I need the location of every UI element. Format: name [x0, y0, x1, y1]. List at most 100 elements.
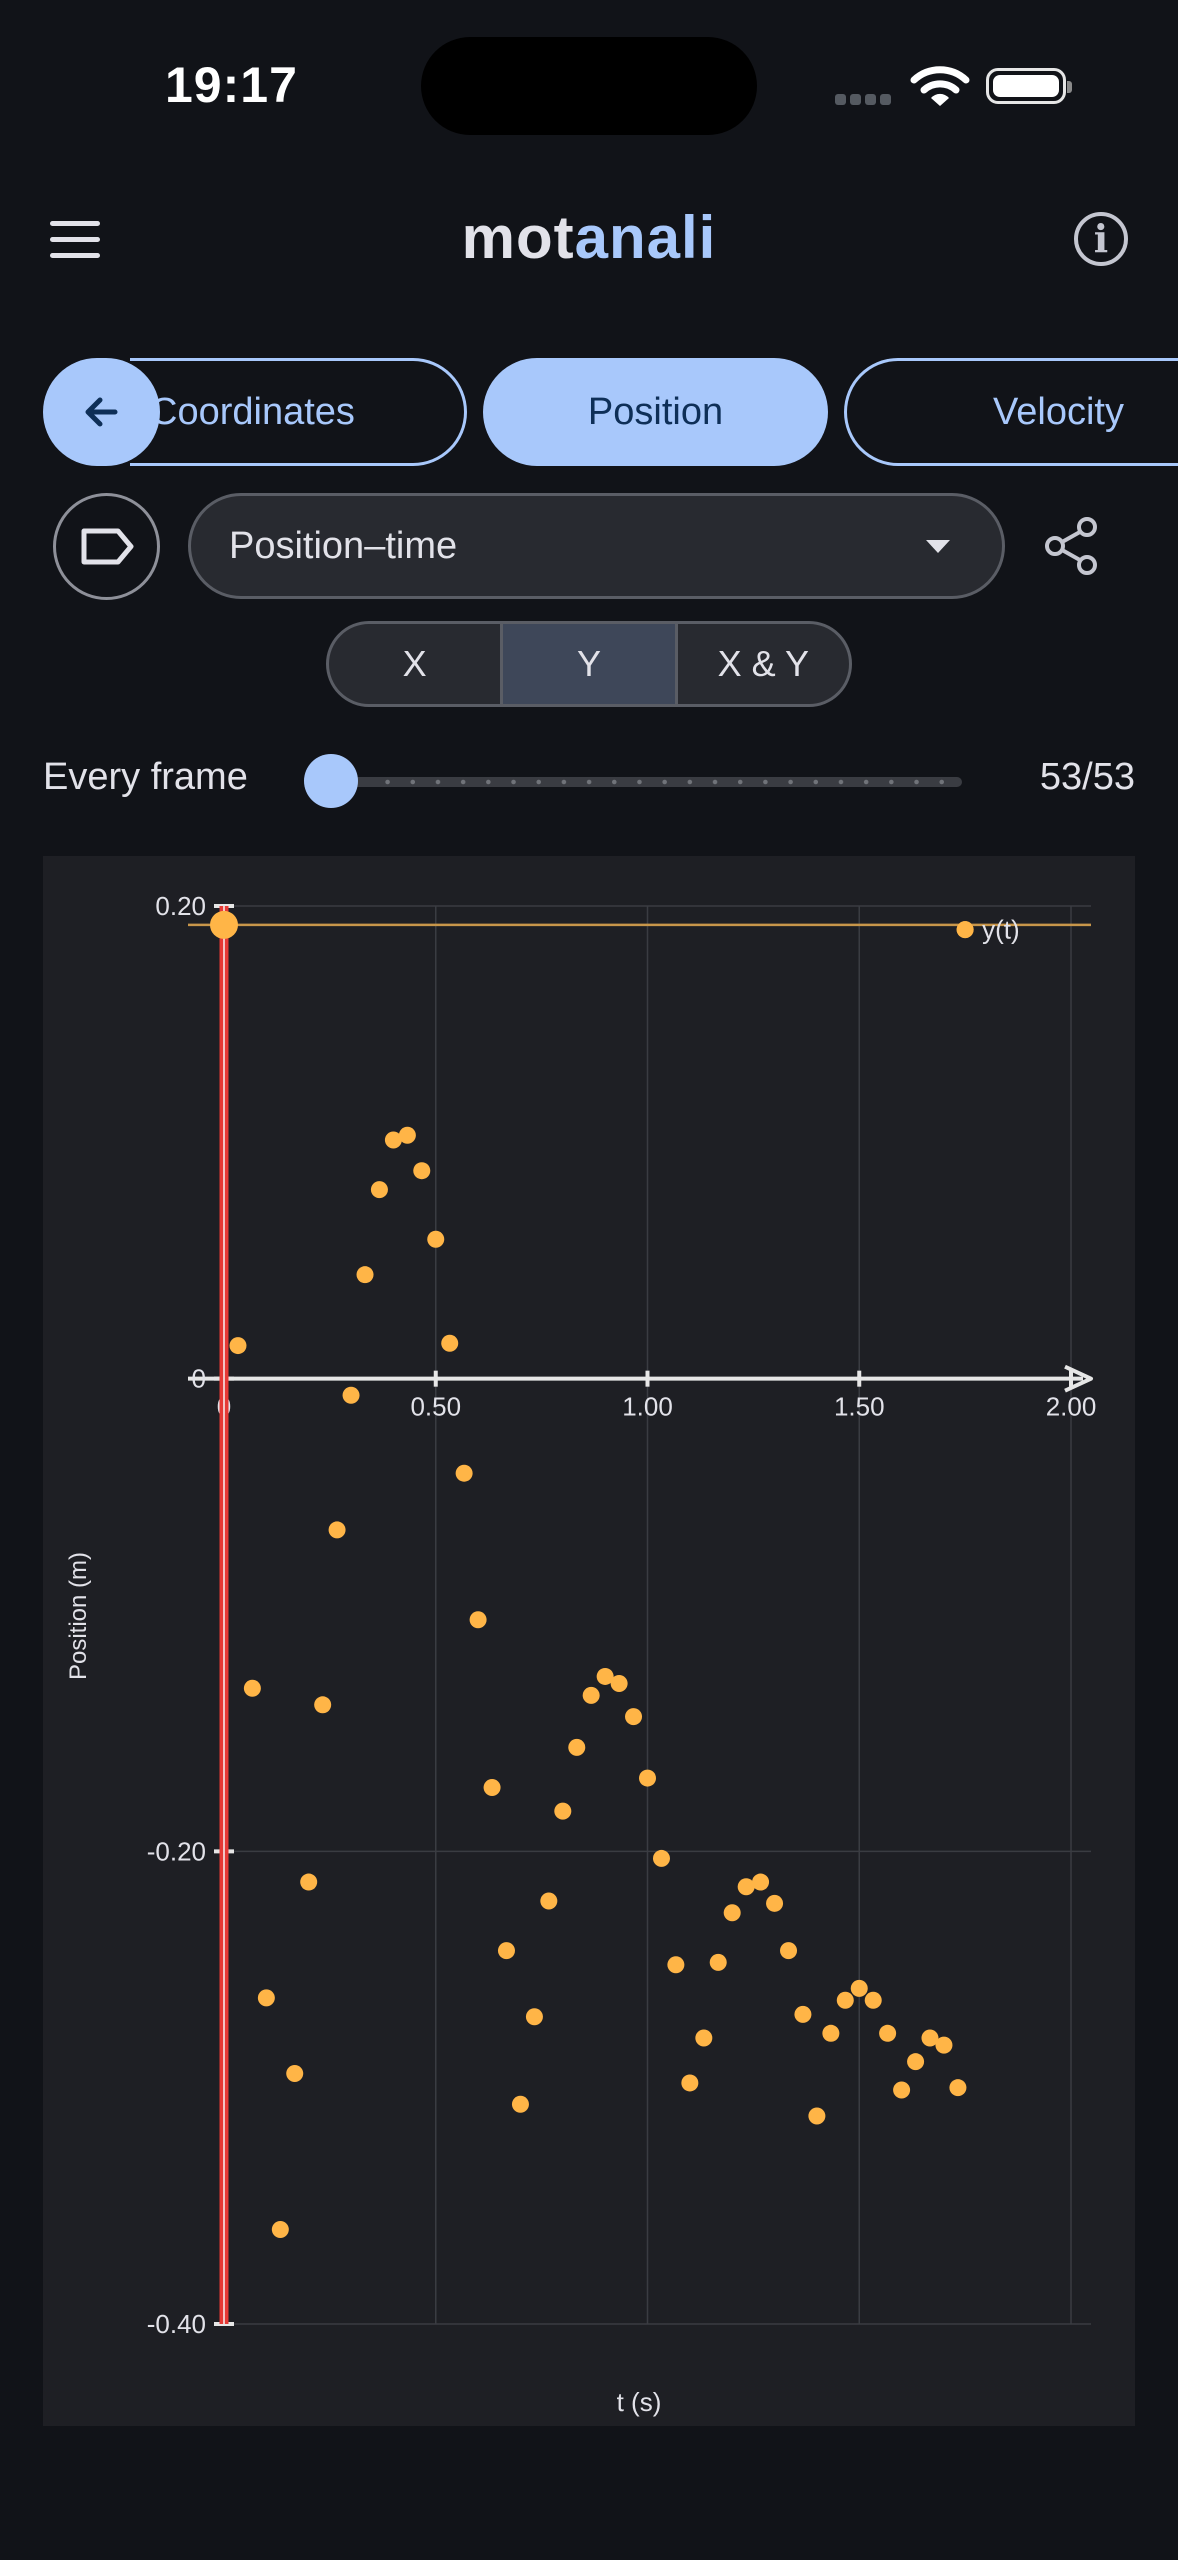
data-point	[413, 1162, 431, 1180]
data-point	[766, 1894, 784, 1912]
data-point	[907, 2053, 925, 2071]
data-point	[370, 1181, 388, 1199]
data-point	[243, 1679, 261, 1697]
battery-icon	[986, 68, 1072, 104]
chart-cursor[interactable]	[188, 906, 1091, 2324]
chart-card[interactable]: 00.501.001.502.000.200-0.20-0.40 y(t) t …	[43, 856, 1135, 2426]
data-point	[794, 2005, 812, 2023]
graph-type-value: Position–time	[229, 525, 458, 567]
legend-marker	[956, 921, 974, 939]
data-point	[879, 2024, 897, 2042]
data-point	[469, 1611, 487, 1629]
chart-grid	[224, 905, 1091, 2325]
data-point	[441, 1334, 459, 1352]
app-title-part2: anali	[574, 204, 717, 271]
data-point	[667, 1956, 685, 1974]
label-button[interactable]	[53, 493, 160, 600]
data-point	[836, 1991, 854, 2009]
data-point	[780, 1942, 798, 1960]
cursor-point	[210, 910, 238, 939]
x-tick-label: 0.50	[410, 1392, 461, 1422]
data-point	[229, 1337, 247, 1355]
data-point	[455, 1464, 473, 1482]
axis-option-y[interactable]: Y	[503, 624, 678, 704]
app-title: motanali	[0, 203, 1178, 272]
label-icon	[81, 528, 134, 565]
data-point	[808, 2107, 826, 2125]
y-axis-label: Position (m)	[65, 1552, 92, 1680]
data-point	[271, 2220, 289, 2238]
data-point	[822, 2024, 840, 2042]
data-point	[695, 2029, 713, 2047]
x-tick-label: 2.00	[1046, 1392, 1097, 1422]
data-point	[893, 2081, 911, 2099]
y-tick-label: -0.20	[147, 1836, 206, 1866]
axis-option-x[interactable]: X	[329, 624, 504, 704]
data-point	[398, 1126, 416, 1144]
back-button[interactable]	[43, 358, 160, 466]
chart-ticks: 00.501.001.502.000.200-0.20-0.40	[147, 891, 1097, 2339]
status-time: 19:17	[165, 57, 298, 113]
data-point	[921, 2029, 939, 2047]
data-point	[342, 1386, 360, 1404]
data-point	[652, 1849, 670, 1867]
share-icon[interactable]	[1043, 516, 1099, 581]
data-point	[497, 1942, 515, 1960]
data-point	[540, 1892, 558, 1910]
axis-option-xy[interactable]: X & Y	[717, 643, 810, 684]
data-point	[582, 1686, 600, 1704]
data-point	[737, 1878, 755, 1896]
data-point	[554, 1802, 572, 1820]
data-point	[723, 1904, 741, 1922]
data-point	[525, 2008, 543, 2026]
dropdown-arrow-icon	[926, 540, 950, 553]
wifi-icon	[910, 64, 970, 113]
data-point	[384, 1131, 402, 1149]
data-point	[356, 1266, 374, 1284]
dynamic-island	[421, 37, 757, 135]
data-point	[300, 1873, 318, 1891]
data-point	[328, 1521, 346, 1539]
data-point	[610, 1675, 628, 1693]
data-point	[257, 1989, 275, 2007]
data-point	[681, 2074, 699, 2092]
data-point	[709, 1953, 727, 1971]
frame-slider-ticks	[375, 779, 955, 785]
tab-position[interactable]: Position	[483, 358, 828, 466]
data-point	[864, 1991, 882, 2009]
x-axis-arrow-icon	[1064, 1364, 1093, 1393]
data-point	[286, 2064, 304, 2082]
tab-coordinates[interactable]: Coordinates	[130, 358, 467, 466]
app-title-part1: mot	[461, 204, 575, 271]
data-point	[639, 1769, 656, 1787]
cellular-signal-icon	[835, 92, 895, 110]
arrow-back-icon	[85, 397, 118, 427]
data-point	[511, 2095, 529, 2113]
data-point	[596, 1667, 614, 1685]
x-tick-label: 1.00	[622, 1392, 673, 1422]
data-point	[935, 2036, 953, 2054]
chart-legend: y(t)	[956, 915, 1020, 945]
data-point	[752, 1873, 770, 1891]
data-point	[314, 1696, 332, 1714]
chart-axes	[188, 906, 1093, 2324]
data-point	[850, 1979, 868, 1997]
data-point	[427, 1230, 445, 1248]
data-point	[483, 1779, 501, 1797]
data-point	[949, 2079, 967, 2097]
data-point	[568, 1738, 586, 1756]
menu-icon[interactable]	[50, 221, 100, 261]
frame-slider-thumb[interactable]	[304, 754, 358, 808]
legend-label: y(t)	[982, 915, 1020, 945]
y-tick-label: -0.40	[147, 2309, 206, 2339]
frame-slider-label: Every frame	[43, 756, 248, 798]
y-tick-label: 0	[192, 1364, 206, 1394]
data-point	[625, 1708, 643, 1726]
x-axis-label: t (s)	[617, 2387, 662, 2417]
position-time-chart[interactable]: 00.501.001.502.000.200-0.20-0.40 y(t) t …	[43, 856, 1135, 2426]
graph-type-dropdown[interactable]: Position–time	[188, 493, 1005, 599]
x-tick-label: 1.50	[834, 1392, 885, 1422]
info-icon[interactable]: i	[1074, 212, 1128, 266]
axis-toggle: X Y X & Y	[326, 621, 852, 707]
tab-velocity[interactable]: Velocity	[844, 358, 1178, 466]
